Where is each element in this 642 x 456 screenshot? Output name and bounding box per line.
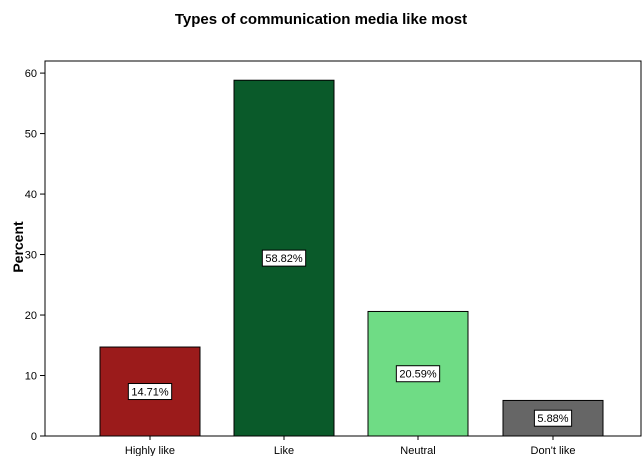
plot-border <box>44 60 642 437</box>
y-tick-label: 0 <box>31 431 37 443</box>
x-tick-label: Neutral <box>400 445 435 456</box>
x-tick-label: Don't like <box>531 445 576 456</box>
y-tick-label: 30 <box>25 250 37 262</box>
data-label-box <box>533 409 573 427</box>
chart-title: Types of communication media like most <box>174 11 468 28</box>
data-label-text: 14.71% <box>131 387 169 399</box>
data-label: 5.88% <box>533 409 573 427</box>
plot-area <box>44 60 642 437</box>
y-tick-label: 20 <box>25 310 37 322</box>
data-label: 14.71% <box>127 383 173 401</box>
y-tick-label: 10 <box>25 371 37 383</box>
y-tick-label: 60 <box>25 68 37 80</box>
data-label-box <box>395 365 441 383</box>
data-label-box <box>261 249 307 267</box>
y-tick-label: 50 <box>25 129 37 141</box>
data-label: 58.82% <box>261 249 307 267</box>
x-axis: Highly like Like Neutral Don't like <box>125 436 576 456</box>
data-label-text: 58.82% <box>265 253 303 265</box>
y-tick-label: 40 <box>25 189 37 201</box>
x-tick-label: Highly like <box>125 445 175 456</box>
y-axis-label: Percent <box>10 221 26 273</box>
y-axis: 0 10 20 30 40 50 60 <box>25 68 45 443</box>
data-label-text: 5.88% <box>537 413 568 425</box>
data-label-text: 20.59% <box>399 369 437 381</box>
data-label: 20.59% <box>395 365 441 383</box>
data-label-box <box>127 383 173 401</box>
x-tick-label: Like <box>274 445 294 456</box>
bars: 14.71% 58.82% 20.59% 5.88% <box>99 79 604 437</box>
